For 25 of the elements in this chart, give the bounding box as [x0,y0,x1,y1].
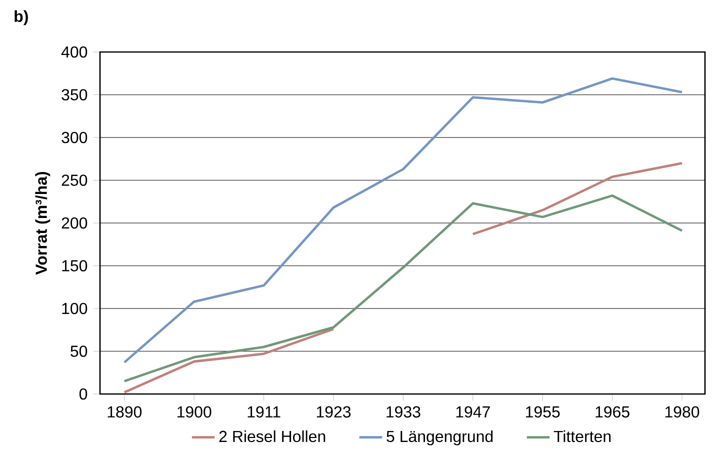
y-tick-label: 350 [62,89,88,100]
line-series [123,194,684,382]
x-tick-label: 1923 [316,406,351,418]
x-tick-label: 1980 [665,406,700,418]
x-tick-label: 1965 [596,406,630,418]
x-tick-label: 1890 [108,406,142,418]
x-tick-label: 1911 [248,406,280,418]
y-tick-label: 50 [70,346,88,357]
y-tick-label: 300 [62,132,88,144]
x-tick-label: 1933 [386,406,420,418]
x-tick-label: 1947 [456,406,490,418]
y-tick-label: 400 [61,46,88,58]
y-tick-label: 200 [62,217,88,229]
y-tick-label: 0 [79,388,88,400]
y-tick-label: 250 [62,174,88,186]
x-tick-label: 1955 [526,406,560,418]
legend-label: 5 Längengrund [386,430,493,446]
line-series [123,77,684,364]
x-tick-label: 1900 [178,406,212,418]
y-tick-label: 100 [62,302,88,314]
legend-label: 2 Riesel Hollen [219,430,326,442]
y-tick-label: 150 [62,260,88,272]
y-axis-title: Vorrat (m³/ha) [35,172,50,275]
legend-label: Titterten [554,430,611,442]
text: b) [14,10,28,26]
